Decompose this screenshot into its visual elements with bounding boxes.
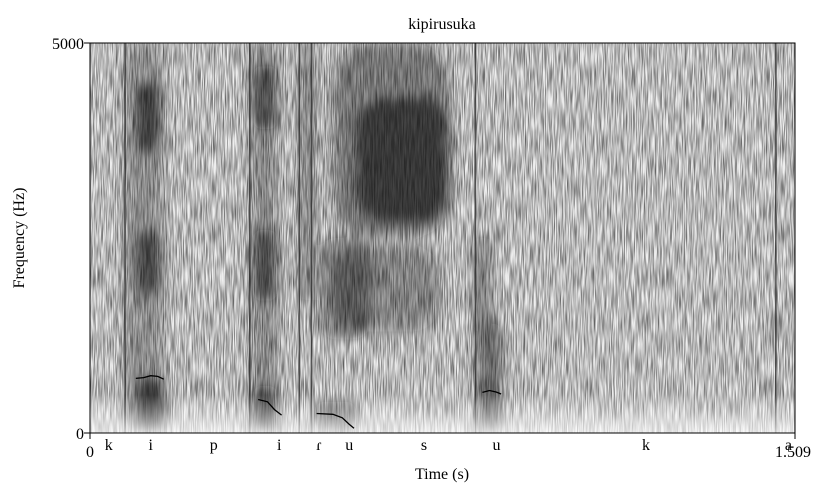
y-axis-label: Frequency (Hz) [11, 188, 28, 289]
pitch-track-0 [135, 375, 165, 380]
spectrogram-plot [90, 43, 795, 433]
segment-label-0: k [105, 437, 113, 454]
segment-label-6: s [421, 437, 427, 454]
y-tick-label-min: 0 [76, 426, 84, 443]
segment-label-8: k [642, 437, 650, 454]
x-axis-label: Time (s) [415, 466, 469, 483]
segment-label-3: i [277, 437, 282, 454]
pitch-track-1 [258, 398, 282, 416]
segment-label-1: i [149, 437, 154, 454]
energy-region-6 [253, 230, 277, 301]
pitch-track-2 [316, 412, 355, 429]
energy-region-14 [473, 238, 492, 332]
chart-title: kipirusuka [408, 16, 476, 33]
pitch-tracks [135, 375, 502, 429]
plot-frame [89, 42, 796, 434]
segment-label-9: a [785, 437, 792, 454]
segment-label-7: u [492, 437, 500, 454]
pitch-track-3 [482, 389, 502, 395]
energy-region-2 [136, 230, 161, 293]
glottal-striations [124, 43, 777, 433]
segment-label-4: ɾ [316, 437, 321, 454]
x-tick-label-min: 0 [86, 444, 94, 461]
energy-region-13 [332, 245, 441, 332]
y-tick-label-max: 5000 [52, 36, 84, 53]
x-tick-label-max: 1.509 [775, 444, 811, 461]
segment-label-5: u [345, 437, 353, 454]
segment-label-2: p [210, 437, 218, 454]
low-frequency-fade [90, 395, 795, 433]
energy-region-1 [136, 82, 161, 153]
energy-region-5 [253, 66, 277, 129]
energy-region-12 [356, 97, 450, 223]
